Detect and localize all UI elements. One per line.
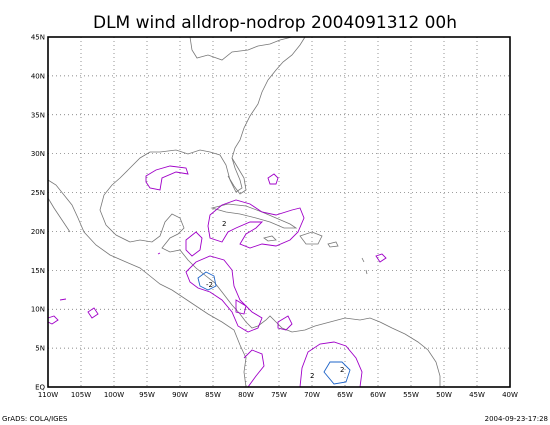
contour-mexico-gulf [185, 231, 203, 257]
contour-panama [277, 315, 293, 331]
map-frame [47, 36, 511, 388]
contour-florida [267, 173, 279, 185]
lat-tick-label: 25N [31, 189, 45, 197]
contour-label: 2 [222, 220, 226, 228]
latitude-labels: EQ 5N 10N 15N 20N 25N 30N 35N 40N 45N [31, 34, 46, 392]
contours [47, 165, 387, 388]
lat-tick-label: 15N [31, 267, 45, 275]
contour-blue-1 [197, 271, 217, 291]
contour-gulf-small [157, 252, 161, 255]
coastline-us-east [99, 36, 441, 387]
lat-tick-label: 10N [31, 306, 45, 314]
contour-caribbean-north [207, 199, 305, 249]
contour-label: 2 [340, 366, 344, 374]
map-title: DLM wind alldrop-nodrop 2004091312 00h [93, 13, 457, 33]
lon-tick-label: 105W [71, 391, 91, 399]
lon-tick-label: 65W [337, 391, 353, 399]
footer-right: 2004-09-23-17:28 [485, 415, 548, 423]
lon-tick-label: 90W [172, 391, 188, 399]
coastlines [47, 36, 441, 388]
lat-tick-label: 30N [31, 150, 45, 158]
lon-tick-label: 110W [38, 391, 58, 399]
puerto-rico [327, 241, 339, 248]
lon-tick-label: 80W [238, 391, 254, 399]
contour-atlantic [375, 253, 387, 263]
baja [47, 197, 71, 233]
contour-gulf-north [145, 165, 189, 191]
lon-tick-label: 85W [205, 391, 221, 399]
contour-label: 2 [310, 372, 314, 380]
lat-tick-label: 20N [31, 228, 45, 236]
contour-pacific-tiny [59, 298, 67, 301]
lon-tick-label: 45W [469, 391, 485, 399]
contour-label: -2 [206, 281, 213, 289]
coastline-pacific [47, 179, 247, 388]
lat-tick-label: EQ [35, 384, 45, 392]
contour-central-america [185, 255, 263, 333]
contour-pacific-small [87, 307, 99, 319]
lesser-antilles [361, 257, 368, 275]
lat-tick-label: 45N [31, 34, 45, 42]
lon-tick-label: 60W [370, 391, 386, 399]
lon-tick-label: 70W [304, 391, 320, 399]
footer-left: GrADS: COLA/IGES [2, 415, 68, 423]
graticule [48, 37, 510, 387]
jamaica [263, 235, 277, 242]
lat-tick-label: 35N [31, 111, 45, 119]
lon-tick-label: 95W [139, 391, 155, 399]
cuba [210, 203, 298, 229]
lon-tick-label: 75W [271, 391, 287, 399]
contour-labels: -2 2 2 2 [206, 220, 344, 380]
lon-tick-label: 55W [403, 391, 419, 399]
lon-tick-label: 100W [104, 391, 124, 399]
florida [227, 157, 247, 195]
hispaniola [299, 231, 323, 245]
lon-tick-label: 40W [502, 391, 518, 399]
contour-colombia [243, 341, 363, 388]
contour-blue-2 [323, 361, 351, 385]
lat-tick-label: 5N [35, 345, 45, 353]
contour-honduras [235, 299, 247, 315]
longitude-labels: 110W 105W 100W 95W 90W 85W 80W 75W 70W 65W 60W 55W 5… [38, 391, 518, 399]
lon-tick-label: 50W [436, 391, 452, 399]
contour-pacific-west [47, 315, 59, 325]
lat-tick-label: 40N [31, 72, 45, 80]
